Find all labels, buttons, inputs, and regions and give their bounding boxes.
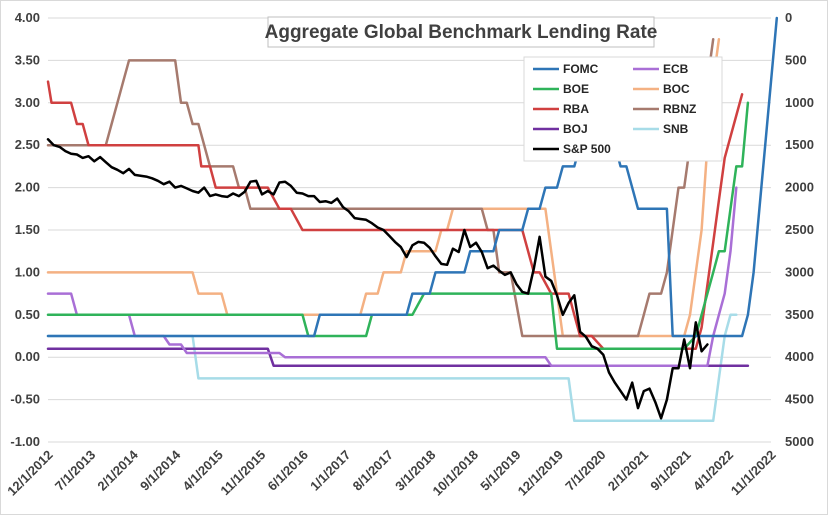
legend-label: SNB [663,122,689,136]
legend-label: ECB [663,62,689,76]
y-right-tick-label: 500 [785,52,807,67]
y-left-tick-label: 1.50 [15,222,40,237]
y-right-tick-label: 5000 [785,434,814,449]
legend: FOMC ECB BOE BOC RBA RBNZ BOJ SNB S&P 500 [523,56,723,162]
y-left-tick-label: -1.00 [10,434,40,449]
y-axis-left: 4.00 3.50 3.00 2.50 2.00 1.50 1.00 0.50 0.00 -0.5… [10,10,40,449]
y-right-tick-label: 2000 [785,180,814,195]
y-left-tick-label: 0.50 [15,307,40,322]
y-right-tick-label: 2500 [785,222,814,237]
y-left-tick-label: 2.00 [15,180,40,195]
y-left-tick-label: 2.50 [15,137,40,152]
y-left-tick-label: -0.50 [10,392,40,407]
series-line-boe [46,101,750,350]
chart-title: Aggregate Global Benchmark Lending Rate [265,22,658,43]
y-right-tick-label: 3000 [785,264,814,279]
series-line-snb [46,313,738,423]
y-left-tick-label: 4.00 [15,10,40,25]
legend-label: RBNZ [663,102,696,116]
legend-label: BOC [663,82,690,96]
series-layer [46,16,779,423]
y-right-tick-label: 1000 [785,95,814,110]
y-left-tick-label: 3.00 [15,95,40,110]
y-axis-right: 0 500 1000 1500 2000 2500 3000 3500 4000 4500 5000 [785,10,814,449]
legend-label: RBA [563,102,589,116]
y-right-tick-label: 0 [785,10,792,25]
legend-label: BOJ [563,122,588,136]
series-line-fomc [46,16,779,338]
series-line-ecb [46,186,738,367]
legend-label: FOMC [563,62,599,76]
y-left-tick-label: 0.00 [15,349,40,364]
chart-title-frame [267,16,655,48]
legend-label: S&P 500 [563,142,611,156]
y-right-tick-label: 1500 [785,137,814,152]
y-right-tick-label: 3500 [785,307,814,322]
chart-title-box: Aggregate Global Benchmark Lending Rate [265,16,658,48]
series-line-s-p-500 [46,138,709,420]
y-left-tick-label: 3.50 [15,52,40,67]
legend-label: BOE [563,82,589,96]
y-right-tick-label: 4000 [785,349,814,364]
y-right-tick-label: 4500 [785,392,814,407]
y-left-tick-label: 1.00 [15,264,40,279]
